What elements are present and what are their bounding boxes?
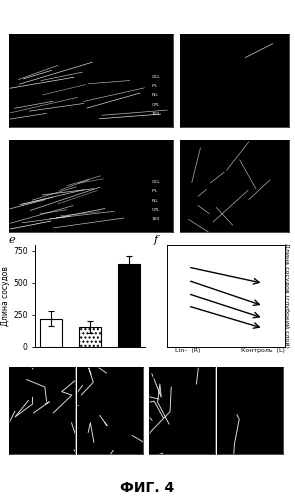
Text: INL: INL [151,93,158,97]
Text: g: g [12,373,18,382]
Text: IPL: IPL [151,84,158,88]
Y-axis label: Длина сосудов (глубокий слой): Длина сосудов (глубокий слой) [284,243,289,348]
Text: INL: INL [151,199,158,203]
Text: 100: 100 [151,112,160,116]
Text: h: h [152,373,158,382]
Text: b: b [183,41,189,50]
Bar [79,327,101,347]
Text: IPL: IPL [151,190,158,194]
Text: ФИГ. 4: ФИГ. 4 [120,481,175,495]
Text: OPL: OPL [151,208,160,212]
Text: d: d [183,146,189,155]
Text: 100: 100 [151,217,160,221]
Text: f: f [153,235,158,245]
Bar [118,263,140,347]
Text: GCL: GCL [151,75,160,79]
Text: e: e [9,235,15,245]
Text: a: a [14,41,20,50]
Bar [40,319,62,347]
Text: OPL: OPL [151,103,160,107]
Y-axis label: Длина сосудов: Длина сосудов [1,266,10,325]
Text: GCL: GCL [151,180,160,184]
Text: c: c [14,146,19,155]
